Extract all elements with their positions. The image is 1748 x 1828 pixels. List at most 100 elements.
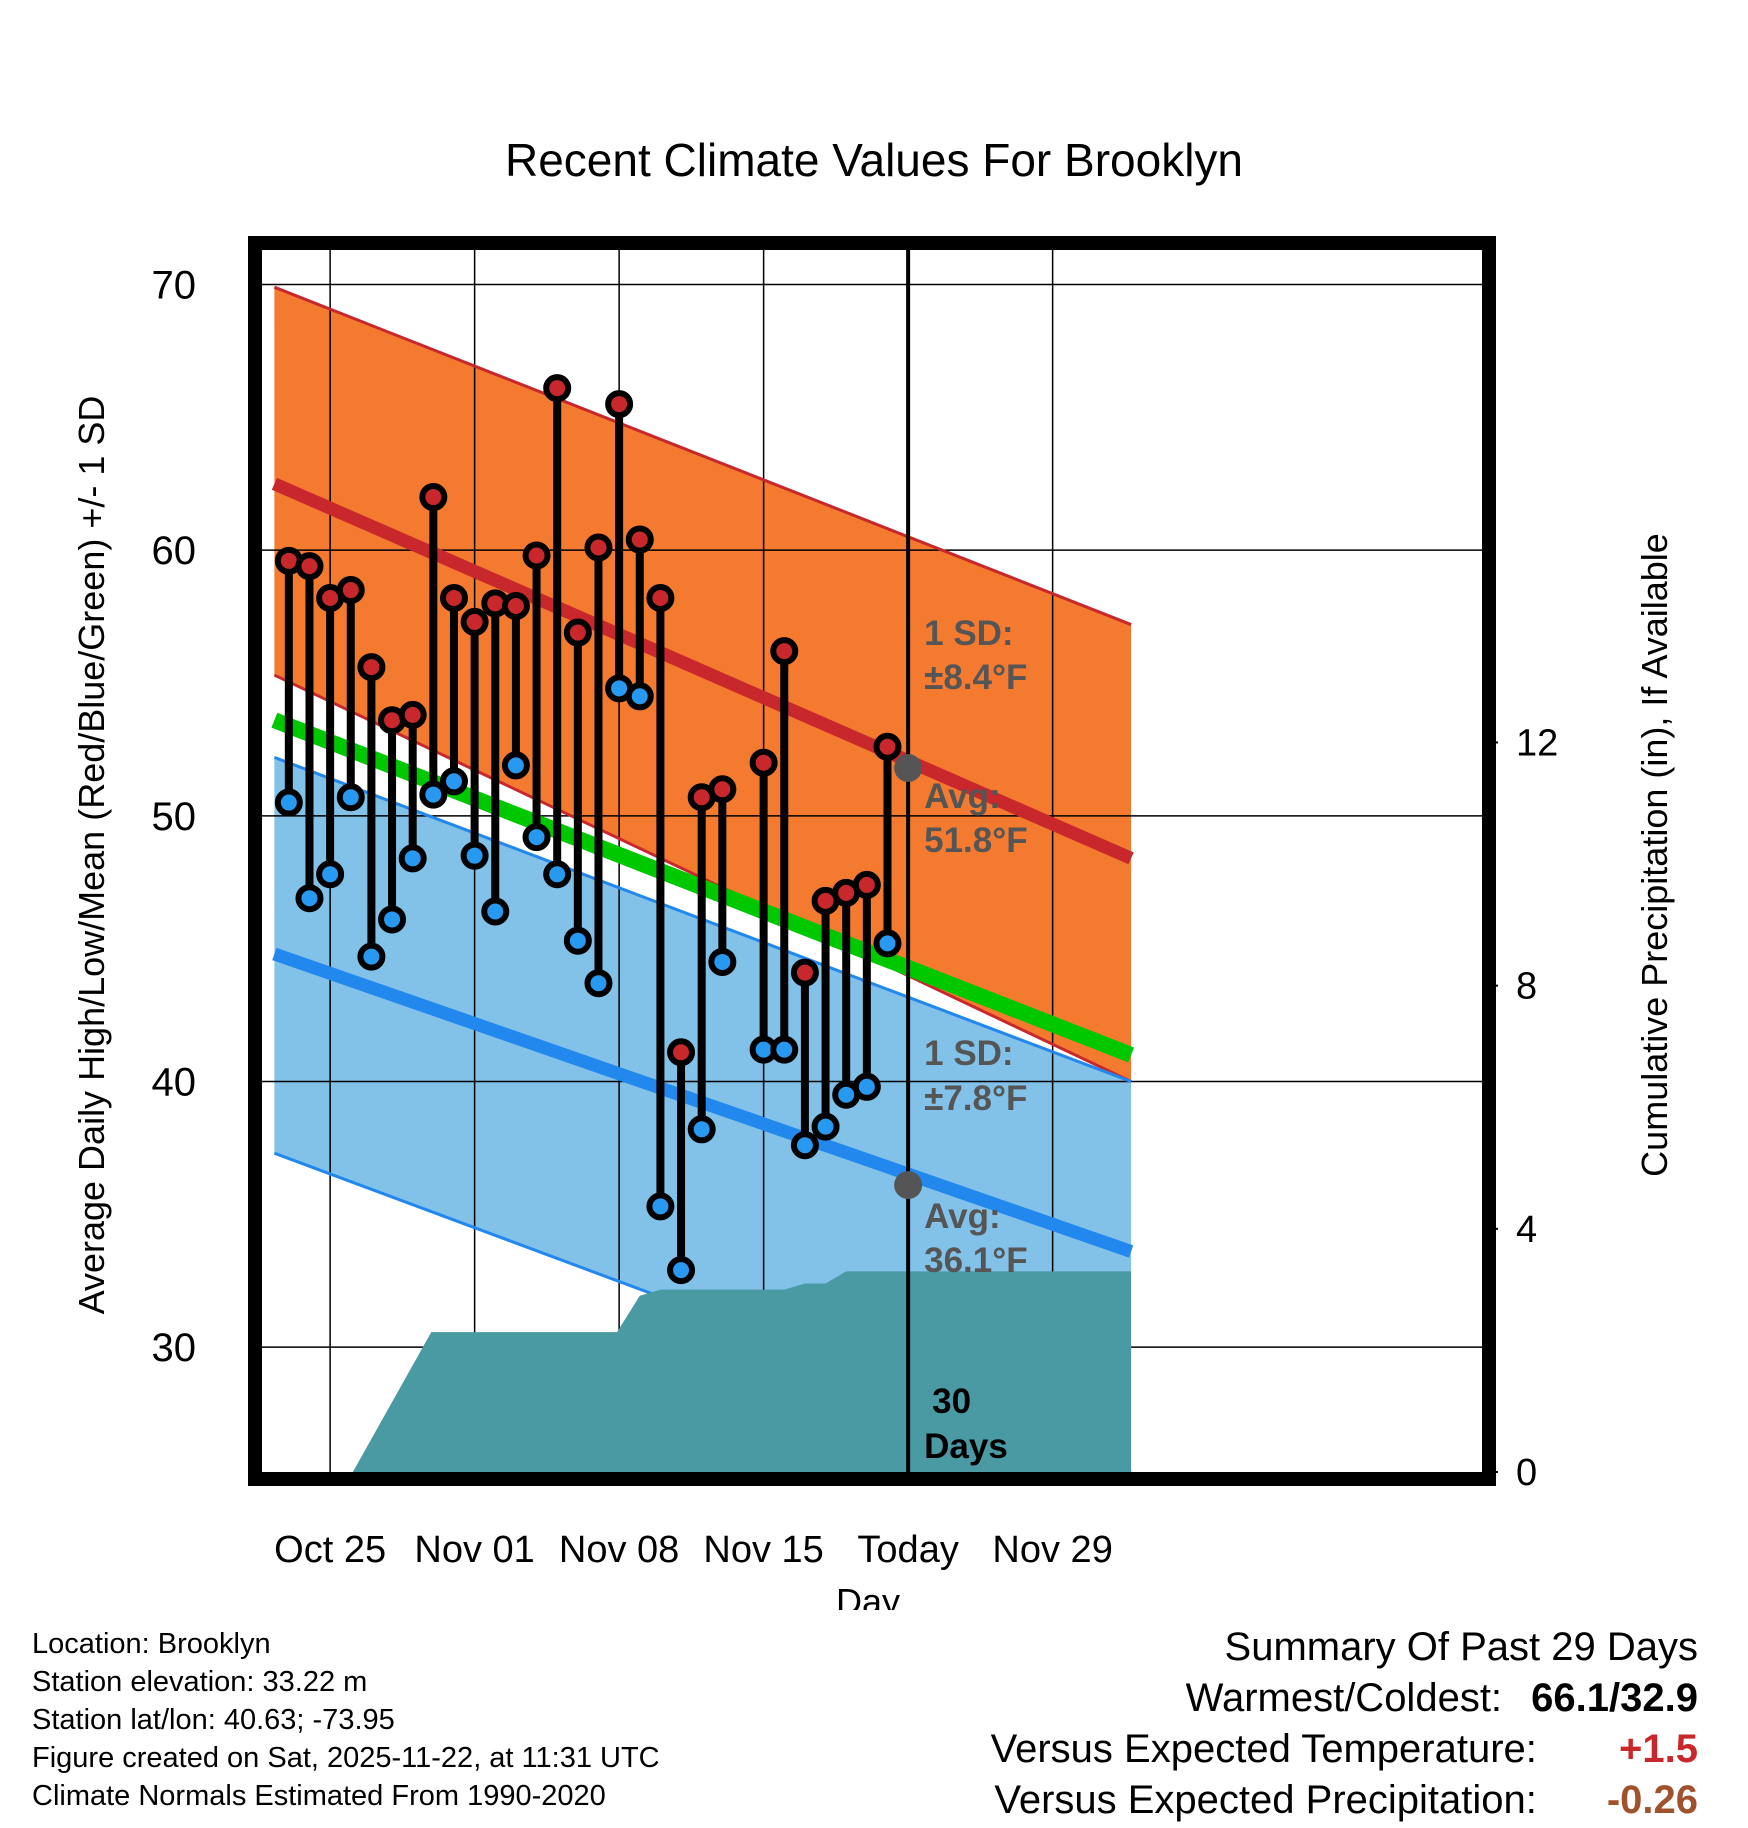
low-point [873, 929, 902, 958]
x-tick-label: Today [857, 1529, 958, 1571]
y-tick-label: 40 [152, 1060, 197, 1104]
high-point [501, 591, 530, 620]
y2-tick-label: 12 [1516, 722, 1558, 764]
high-sd-value: ±8.4°F [924, 658, 1027, 697]
chart-title: Recent Climate Values For Brooklyn [505, 134, 1243, 186]
low-point [687, 1115, 716, 1144]
warmest-coldest-value: 66.1/32.9 [1531, 1676, 1698, 1720]
low-point [398, 844, 427, 873]
low-point [419, 780, 448, 809]
high-point [667, 1038, 696, 1067]
low-point [357, 942, 386, 971]
y-tick-label: 30 [152, 1326, 197, 1370]
high-sd-label: 1 SD: [924, 614, 1013, 653]
latlon-text: Station lat/lon: 40.63; -73.95 [32, 1704, 395, 1736]
high-point [708, 775, 737, 804]
high-avg-value: 51.8°F [924, 821, 1028, 860]
low-point [852, 1072, 881, 1101]
low-avg-marker [894, 1171, 923, 1200]
low-point [543, 860, 572, 889]
high-mean-line [271, 477, 1134, 865]
station-info: Location: Brooklyn Station elevation: 33… [32, 1625, 660, 1815]
low-point [274, 788, 303, 817]
high-point [605, 390, 634, 419]
x-tick-label: Nov 29 [992, 1529, 1112, 1571]
y2-tick-label: 0 [1516, 1452, 1537, 1494]
precip-value: -0.26 [1606, 1778, 1698, 1822]
low-point [460, 841, 489, 870]
precipitation-area [352, 1271, 1132, 1472]
high-point [295, 552, 324, 581]
temp-label: Versus Expected Temperature: [990, 1727, 1537, 1771]
high-point [770, 637, 799, 666]
high-point [398, 700, 427, 729]
y-tick-label: 50 [152, 795, 197, 839]
low-point [811, 1112, 840, 1141]
y2-axis-label: Cumulative Precipitation (in), If Availa… [1634, 533, 1675, 1177]
low-sd-value: ±7.8°F [924, 1079, 1027, 1118]
high-point [419, 483, 448, 512]
precip-label: Versus Expected Precipitation: [994, 1778, 1537, 1822]
plot-frame [248, 236, 1496, 1486]
low-point [790, 1131, 819, 1160]
low-sd-label: 1 SD: [924, 1034, 1013, 1073]
high-point [790, 958, 819, 987]
low-avg-value: 36.1°F [924, 1241, 1028, 1280]
temp-value: +1.5 [1619, 1727, 1698, 1771]
climate-chart: Recent Climate Values For Brooklyn 30405… [71, 134, 1675, 1610]
high-point [439, 584, 468, 613]
x-tick-label: Nov 08 [559, 1529, 679, 1571]
normals-text: Climate Normals Estimated From 1990-2020 [32, 1780, 606, 1812]
summary-title: Summary Of Past 29 Days [1224, 1625, 1698, 1669]
low-point [501, 751, 530, 780]
warmest-coldest-label: Warmest/Coldest: [1185, 1676, 1503, 1720]
low-point [316, 860, 345, 889]
low-point [667, 1256, 696, 1285]
high-point [357, 653, 386, 682]
high-point [522, 541, 551, 570]
low-point [563, 926, 592, 955]
low-point [625, 682, 654, 711]
low-avg-label: Avg: [924, 1197, 1000, 1236]
y2-tick-label: 8 [1516, 966, 1537, 1008]
created-text: Figure created on Sat, 2025-11-22, at 11… [32, 1742, 660, 1774]
high-point [749, 748, 778, 777]
warmest-coldest-row: Warmest/Coldest: 66.1/32.9 [991, 1673, 1698, 1724]
high-avg-marker [894, 754, 923, 783]
high-point [584, 533, 613, 562]
high-upper-line [273, 285, 1132, 626]
low-point [378, 905, 407, 934]
y-tick-label: 60 [152, 529, 197, 573]
low-point [336, 783, 365, 812]
high-point [543, 374, 572, 403]
high-point [625, 525, 654, 554]
low-point [584, 969, 613, 998]
y-axis-label: Average Daily High/Low/Mean (Red/Blue/Gr… [71, 396, 112, 1315]
location-text: Location: Brooklyn [32, 1628, 271, 1660]
low-point [646, 1192, 675, 1221]
x-axis-label: Day [836, 1581, 900, 1610]
high-sd-band [274, 287, 1132, 1082]
days-count-label: 30 [932, 1382, 971, 1421]
low-point [770, 1035, 799, 1064]
low-point [708, 947, 737, 976]
summary-panel: Summary Of Past 29 Days Warmest/Coldest:… [991, 1622, 1698, 1826]
low-point [439, 767, 468, 796]
high-point [460, 607, 489, 636]
elevation-text: Station elevation: 33.22 m [32, 1666, 368, 1698]
y-tick-label: 70 [152, 264, 197, 308]
high-point [852, 870, 881, 899]
temp-row: Versus Expected Temperature: +1.5 [991, 1724, 1698, 1775]
y2-tick-label: 4 [1516, 1209, 1537, 1251]
x-tick-label: Oct 25 [274, 1529, 386, 1571]
low-point [522, 823, 551, 852]
high-point [563, 618, 592, 647]
low-point [481, 897, 510, 926]
days-word-label: Days [924, 1427, 1008, 1466]
high-avg-label: Avg: [924, 777, 1000, 816]
high-point [646, 584, 675, 613]
low-point [295, 884, 324, 913]
x-tick-label: Nov 01 [414, 1529, 534, 1571]
high-point [336, 576, 365, 605]
high-point [873, 732, 902, 761]
